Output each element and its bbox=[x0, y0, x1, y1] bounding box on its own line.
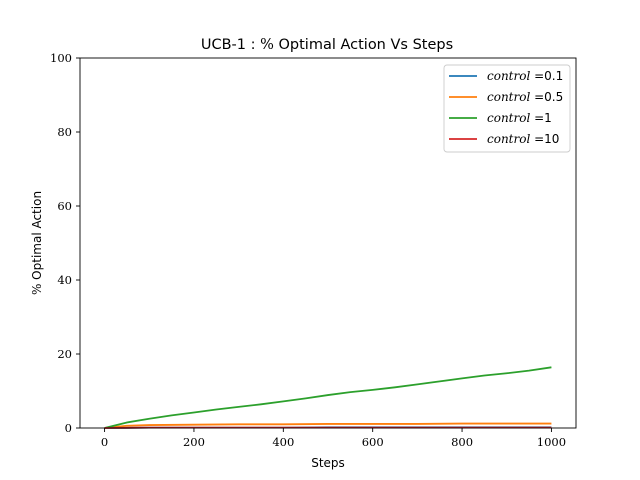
x-axis-label: Steps bbox=[311, 456, 345, 470]
chart-title: UCB-1 : % Optimal Action Vs Steps bbox=[201, 37, 453, 53]
y-tick-label: 0 bbox=[65, 421, 72, 435]
legend-label: control =0.5 bbox=[487, 90, 563, 104]
x-tick-label: 600 bbox=[362, 435, 384, 449]
legend-label: control =0.1 bbox=[487, 69, 563, 83]
title-percent-symbol: % bbox=[260, 37, 274, 53]
legend-item-0-5: control =0.5 bbox=[449, 90, 563, 104]
legend-item-0-1: control =0.1 bbox=[449, 69, 563, 83]
y-tick-label: 100 bbox=[50, 51, 72, 65]
legend-item-1: control =1 bbox=[449, 111, 552, 125]
x-tick-label: 200 bbox=[183, 435, 205, 449]
x-tick-label: 400 bbox=[272, 435, 294, 449]
y-tick-label: 60 bbox=[57, 199, 72, 213]
y-tick-label: 80 bbox=[57, 125, 72, 139]
legend-label: control =1 bbox=[487, 111, 552, 125]
x-tick-label: 1000 bbox=[537, 435, 566, 449]
y-axis: 0 20 40 60 80 100 bbox=[50, 51, 80, 435]
y-tick-label: 40 bbox=[57, 273, 72, 287]
legend-box bbox=[443, 64, 571, 153]
y-label-percent-symbol: % bbox=[30, 284, 44, 295]
legend-label: control =10 bbox=[487, 132, 559, 146]
y-axis-label: % Optimal Action bbox=[30, 191, 44, 295]
plot-frame bbox=[79, 57, 577, 429]
series-line-1 bbox=[104, 366, 552, 429]
legend: control =0.1 control =0.5 control =1 contro… bbox=[443, 64, 571, 153]
x-axis: 0 200 400 600 800 1000 bbox=[101, 428, 566, 449]
x-tick-label: 800 bbox=[451, 435, 473, 449]
x-tick-label: 0 bbox=[101, 435, 108, 449]
plot-area bbox=[104, 366, 552, 429]
legend-item-10: control =10 bbox=[449, 132, 559, 146]
y-tick-label: 20 bbox=[57, 347, 72, 361]
series-line-0-5 bbox=[104, 422, 552, 429]
